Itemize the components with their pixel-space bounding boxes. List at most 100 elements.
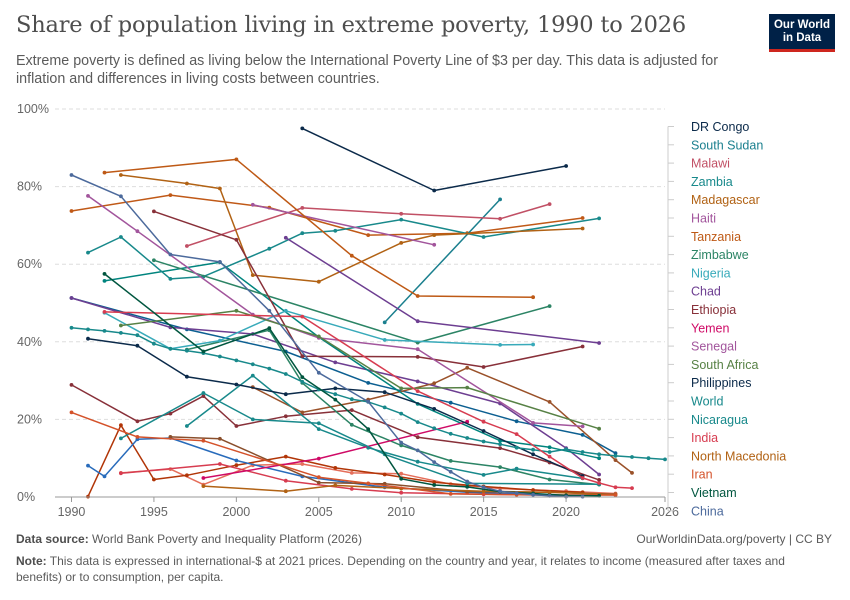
series-philippines-point[interactable]	[234, 382, 239, 387]
background-series-9-point[interactable]	[547, 445, 552, 450]
series-yemen-point[interactable]	[316, 456, 321, 461]
background-series-5-point[interactable]	[613, 451, 618, 456]
series-zambia-point[interactable]	[86, 250, 90, 255]
series-philippines-point[interactable]	[333, 386, 338, 391]
legend-label-zimbabwe[interactable]: Zimbabwe	[691, 248, 749, 262]
series-dr-congo-line[interactable]	[301, 127, 567, 192]
background-series-6-line[interactable]	[71, 297, 600, 476]
series-zambia-point[interactable]	[597, 216, 601, 221]
background-series-5-point[interactable]	[580, 433, 585, 437]
series-malawi[interactable]	[185, 202, 552, 248]
series-world-point[interactable]	[250, 362, 255, 367]
series-dr-congo[interactable]	[300, 126, 568, 193]
series-ethiopia-point[interactable]	[300, 354, 305, 359]
legend-label-vietnam[interactable]: Vietnam	[691, 486, 737, 500]
legend-label-yemen[interactable]: Yemen	[691, 321, 730, 335]
series-china-point[interactable]	[69, 173, 74, 177]
series-south-africa[interactable]	[119, 308, 601, 431]
background-series-1-point[interactable]	[300, 462, 305, 466]
legend-label-tanzania[interactable]: Tanzania	[691, 230, 741, 244]
background-series-8-line[interactable]	[186, 329, 600, 486]
series-nigeria-point[interactable]	[283, 308, 288, 313]
series-north-macedonia-point[interactable]	[283, 489, 288, 494]
background-series-5-point[interactable]	[366, 381, 371, 385]
series-china-point[interactable]	[119, 194, 123, 199]
background-series-12-point[interactable]	[316, 427, 321, 431]
series-south-africa-line[interactable]	[120, 310, 600, 430]
background-series-12-line[interactable]	[186, 374, 583, 480]
series-india-point[interactable]	[547, 454, 552, 459]
background-series-6-point[interactable]	[597, 472, 601, 477]
background-series-7-point[interactable]	[432, 381, 437, 386]
series-vietnam-point[interactable]	[102, 272, 107, 276]
background-series-12-point[interactable]	[481, 473, 486, 477]
series-world-point[interactable]	[102, 329, 107, 333]
legend-label-philippines[interactable]: Philippines	[691, 376, 751, 390]
background-series-13-point[interactable]	[399, 490, 404, 495]
series-world-point[interactable]	[168, 346, 173, 351]
owid-logo[interactable]: Our World in Data	[769, 14, 835, 52]
background-series-9[interactable]	[102, 260, 601, 461]
series-south-africa-point[interactable]	[119, 323, 123, 328]
series-china-point[interactable]	[415, 448, 420, 453]
series-haiti-point[interactable]	[432, 242, 437, 247]
series-north-macedonia-point[interactable]	[333, 483, 338, 488]
series-world-point[interactable]	[234, 358, 239, 363]
series-zambia-point[interactable]	[168, 277, 173, 281]
background-series-11-point[interactable]	[168, 435, 173, 439]
legend-label-zambia[interactable]: Zambia	[691, 175, 733, 189]
series-china-point[interactable]	[465, 479, 470, 484]
series-north-macedonia-point[interactable]	[547, 490, 552, 495]
series-south-africa-point[interactable]	[234, 308, 239, 313]
series-zambia-point[interactable]	[300, 231, 305, 236]
background-series-6-point[interactable]	[333, 360, 338, 365]
legend-label-nigeria[interactable]: Nigeria	[691, 266, 731, 280]
background-series-4-point[interactable]	[283, 414, 288, 419]
series-world-point[interactable]	[663, 457, 667, 462]
legend-label-malawi[interactable]: Malawi	[691, 157, 730, 171]
series-senegal-point[interactable]	[415, 347, 420, 352]
series-world-point[interactable]	[333, 392, 338, 397]
series-senegal-point[interactable]	[580, 424, 585, 429]
series-zambia-line[interactable]	[87, 217, 600, 280]
series-philippines-point[interactable]	[86, 336, 90, 341]
series-india-line[interactable]	[104, 311, 633, 489]
series-india[interactable]	[102, 310, 634, 490]
background-series-10-point[interactable]	[69, 209, 74, 213]
background-series-4-point[interactable]	[69, 383, 74, 387]
series-north-macedonia-point[interactable]	[481, 489, 486, 494]
legend-label-dr-congo[interactable]: DR Congo	[691, 120, 749, 134]
background-series-2-point[interactable]	[531, 488, 535, 492]
series-senegal-point[interactable]	[135, 229, 140, 234]
background-series-1-point[interactable]	[349, 471, 354, 475]
background-series-2-point[interactable]	[382, 472, 387, 477]
series-ethiopia-point[interactable]	[234, 237, 239, 242]
series-world-point[interactable]	[481, 439, 486, 444]
series-yemen-point[interactable]	[201, 476, 206, 480]
legend-label-chad[interactable]: Chad	[691, 285, 721, 299]
series-world-point[interactable]	[547, 450, 552, 454]
background-series-13-point[interactable]	[119, 471, 123, 476]
series-china-point[interactable]	[399, 440, 404, 445]
series-philippines-point[interactable]	[481, 429, 486, 433]
legend-label-south-sudan[interactable]: South Sudan	[691, 138, 763, 152]
series-china-point[interactable]	[316, 370, 321, 375]
series-world-point[interactable]	[119, 331, 123, 335]
background-series-6-point[interactable]	[415, 379, 420, 384]
series-chad[interactable]	[283, 235, 601, 345]
series-world[interactable]	[69, 325, 667, 462]
background-series-12-point[interactable]	[514, 466, 519, 471]
series-iran[interactable]	[69, 410, 618, 498]
series-tanzania-point[interactable]	[234, 157, 239, 162]
series-dr-congo-point[interactable]	[432, 188, 437, 193]
series-china-point[interactable]	[498, 489, 502, 494]
series-nicaragua-point[interactable]	[316, 421, 321, 426]
series-senegal-point[interactable]	[531, 421, 535, 425]
series-world-point[interactable]	[399, 411, 404, 416]
series-nicaragua-point[interactable]	[119, 436, 123, 441]
series-vietnam-point[interactable]	[267, 326, 272, 331]
series-world-point[interactable]	[597, 452, 601, 457]
series-malawi-point[interactable]	[547, 202, 552, 207]
background-series-12-point[interactable]	[250, 373, 255, 378]
legend-label-china[interactable]: China	[691, 504, 724, 518]
